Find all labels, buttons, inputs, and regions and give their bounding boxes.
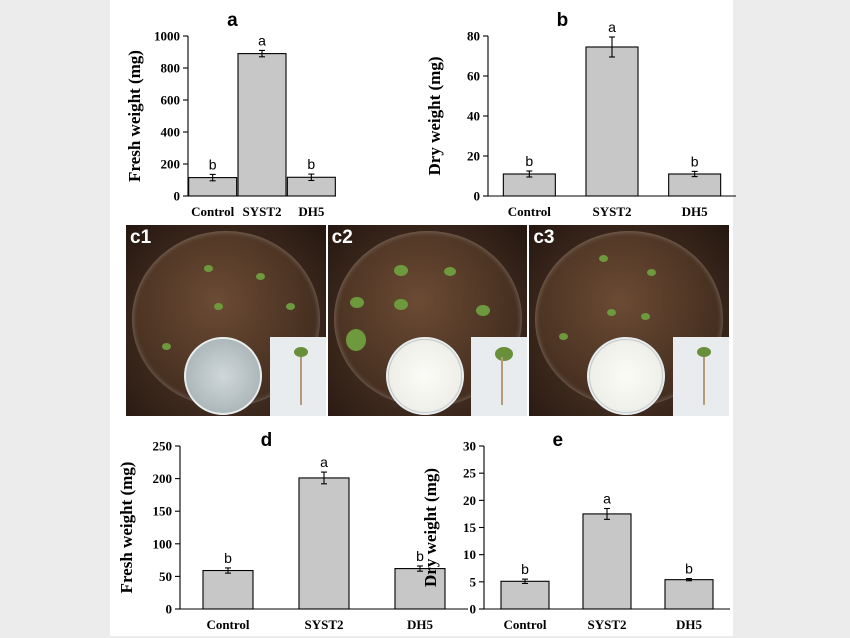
y-tick-label: 20 — [463, 493, 476, 508]
photo-panel-c1: c1 — [126, 225, 326, 416]
seedling — [443, 267, 456, 276]
photo-strip: c1 c2 c3 — [126, 225, 730, 416]
y-axis-label: Fresh weight (mg) — [125, 50, 144, 182]
bar-syst2 — [237, 53, 287, 197]
significance-letter: a — [608, 19, 616, 35]
y-axis-label: Fresh weight (mg) — [117, 462, 136, 594]
y-tick-label: 0 — [470, 602, 477, 617]
y-tick-label: 0 — [474, 189, 481, 204]
y-tick-label: 15 — [463, 520, 477, 535]
seedling-inset — [269, 337, 326, 416]
chart-panel-e: e Dry weight (mg) 0 5 10 15 20 25 30 b Control a SYS… — [421, 430, 730, 632]
bar-control — [202, 569, 254, 610]
significance-letter: b — [691, 153, 699, 169]
seedling — [162, 343, 171, 350]
significance-letter: a — [320, 454, 328, 470]
petri-dish — [587, 337, 666, 415]
panel-letter: d — [261, 430, 273, 451]
seedling — [204, 265, 213, 272]
y-tick-label: 800 — [161, 61, 181, 76]
x-tick-label: Control — [206, 617, 249, 632]
significance-letter: b — [224, 550, 232, 566]
seedling — [475, 305, 490, 316]
y-tick-label: 25 — [463, 466, 477, 481]
chart-panel-b: b Dry weight (mg) 0 20 40 60 80 b Control a SYST2 b… — [425, 10, 736, 219]
y-tick-label: 10 — [463, 547, 476, 562]
bar-control — [500, 580, 550, 610]
bar-syst2 — [582, 513, 632, 610]
x-tick-label: DH5 — [682, 204, 709, 219]
seedling-inset — [673, 337, 730, 416]
bar-dh5 — [394, 568, 446, 610]
x-tick-label: DH5 — [676, 617, 703, 632]
panel-letter: e — [553, 430, 564, 451]
y-tick-label: 80 — [467, 29, 480, 44]
seedling — [607, 309, 617, 316]
significance-letter: b — [521, 561, 529, 577]
x-tick-label: SYST2 — [592, 204, 631, 219]
significance-letter: a — [603, 490, 611, 506]
y-tick-label: 60 — [467, 69, 480, 84]
y-tick-label: 400 — [161, 125, 181, 140]
y-tick-label: 200 — [161, 157, 181, 172]
seedling-inset — [471, 337, 528, 416]
x-tick-label: DH5 — [298, 204, 325, 219]
y-tick-label: 100 — [153, 536, 173, 551]
x-tick-label: Control — [191, 204, 234, 219]
y-tick-label: 200 — [153, 471, 173, 486]
petri-dish — [184, 337, 262, 415]
x-tick-label: Control — [503, 617, 546, 632]
photo-panel-c2: c2 — [327, 225, 528, 416]
y-tick-label: 0 — [174, 189, 181, 204]
x-tick-label: DH5 — [407, 617, 434, 632]
chart-panel-d: d Fresh weight (mg) 0 50 100 150 200 250 b Contro… — [117, 430, 468, 632]
y-axis-label: Dry weight (mg) — [421, 468, 440, 587]
seedling — [393, 265, 408, 276]
y-tick-label: 0 — [166, 602, 173, 617]
photo-panel-c3: c3 — [529, 225, 730, 416]
y-tick-label: 1000 — [154, 29, 180, 44]
significance-letter: a — [258, 32, 266, 48]
y-axis-label: Dry weight (mg) — [425, 57, 444, 176]
y-tick-label: 250 — [153, 439, 173, 454]
y-tick-label: 30 — [463, 439, 476, 454]
seedling — [256, 273, 265, 280]
panel-letter: a — [227, 10, 238, 31]
seedling — [286, 303, 295, 310]
bar-syst2 — [585, 46, 639, 197]
seedling — [641, 313, 651, 320]
seedling — [349, 297, 364, 308]
y-tick-label: 600 — [161, 93, 181, 108]
seedling — [559, 333, 569, 340]
photo-label: c1 — [130, 227, 152, 248]
seedling — [345, 329, 366, 351]
y-tick-label: 5 — [470, 574, 477, 589]
bar-syst2 — [298, 477, 350, 610]
seedling — [393, 299, 408, 310]
y-tick-label: 20 — [467, 149, 480, 164]
x-tick-label: SYST2 — [242, 204, 281, 219]
petri-dish — [385, 337, 464, 415]
bar-dh5 — [668, 173, 722, 197]
photo-label: c3 — [533, 227, 555, 248]
seedling — [599, 255, 609, 262]
significance-letter: b — [416, 548, 424, 564]
seedling — [214, 303, 223, 310]
panel-letter: b — [557, 10, 569, 31]
bar-dh5 — [664, 579, 714, 610]
x-tick-label: SYST2 — [587, 617, 626, 632]
significance-letter: b — [209, 156, 217, 172]
y-tick-label: 40 — [467, 109, 480, 124]
seedling — [647, 269, 657, 276]
photo-label: c2 — [331, 227, 353, 248]
y-tick-label: 150 — [153, 504, 173, 519]
chart-panel-a: a Fresh weight (mg) 0 200 400 600 800 1000 b Cont… — [125, 10, 336, 219]
x-tick-label: SYST2 — [304, 617, 343, 632]
significance-letter: b — [307, 156, 315, 172]
significance-letter: b — [685, 561, 693, 577]
y-tick-label: 50 — [159, 569, 172, 584]
x-tick-label: Control — [508, 204, 551, 219]
significance-letter: b — [525, 153, 533, 169]
